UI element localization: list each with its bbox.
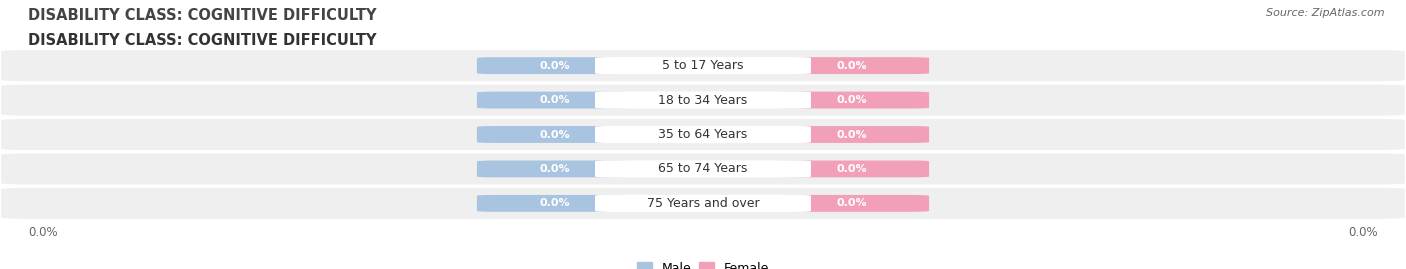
- Text: 0.0%: 0.0%: [837, 95, 866, 105]
- Text: 0.0%: 0.0%: [837, 164, 866, 174]
- Text: 0.0%: 0.0%: [540, 61, 569, 71]
- FancyBboxPatch shape: [773, 57, 929, 74]
- FancyBboxPatch shape: [773, 92, 929, 108]
- Text: 0.0%: 0.0%: [540, 164, 569, 174]
- FancyBboxPatch shape: [1, 153, 1405, 185]
- Text: 0.0%: 0.0%: [837, 129, 866, 140]
- Text: 35 to 64 Years: 35 to 64 Years: [658, 128, 748, 141]
- FancyBboxPatch shape: [1, 84, 1405, 116]
- Text: 18 to 34 Years: 18 to 34 Years: [658, 94, 748, 107]
- Legend: Male, Female: Male, Female: [631, 257, 775, 269]
- Text: 0.0%: 0.0%: [540, 198, 569, 208]
- Text: DISABILITY CLASS: COGNITIVE DIFFICULTY: DISABILITY CLASS: COGNITIVE DIFFICULTY: [28, 8, 377, 23]
- FancyBboxPatch shape: [477, 126, 633, 143]
- Text: 75 Years and over: 75 Years and over: [647, 197, 759, 210]
- FancyBboxPatch shape: [595, 195, 811, 212]
- FancyBboxPatch shape: [773, 161, 929, 177]
- Text: 0.0%: 0.0%: [837, 198, 866, 208]
- Text: 0.0%: 0.0%: [28, 226, 58, 239]
- FancyBboxPatch shape: [477, 195, 633, 212]
- FancyBboxPatch shape: [477, 57, 633, 74]
- Text: Source: ZipAtlas.com: Source: ZipAtlas.com: [1267, 8, 1385, 18]
- FancyBboxPatch shape: [773, 195, 929, 212]
- Text: 65 to 74 Years: 65 to 74 Years: [658, 162, 748, 175]
- Text: 0.0%: 0.0%: [837, 61, 866, 71]
- Text: DISABILITY CLASS: COGNITIVE DIFFICULTY: DISABILITY CLASS: COGNITIVE DIFFICULTY: [28, 33, 377, 48]
- Text: 0.0%: 0.0%: [1348, 226, 1378, 239]
- FancyBboxPatch shape: [595, 126, 811, 143]
- Text: 5 to 17 Years: 5 to 17 Years: [662, 59, 744, 72]
- FancyBboxPatch shape: [595, 57, 811, 74]
- FancyBboxPatch shape: [595, 160, 811, 178]
- FancyBboxPatch shape: [773, 126, 929, 143]
- Text: 0.0%: 0.0%: [540, 95, 569, 105]
- FancyBboxPatch shape: [1, 119, 1405, 150]
- Text: 0.0%: 0.0%: [540, 129, 569, 140]
- FancyBboxPatch shape: [477, 92, 633, 108]
- FancyBboxPatch shape: [477, 161, 633, 177]
- FancyBboxPatch shape: [1, 50, 1405, 81]
- FancyBboxPatch shape: [595, 91, 811, 109]
- FancyBboxPatch shape: [1, 188, 1405, 219]
